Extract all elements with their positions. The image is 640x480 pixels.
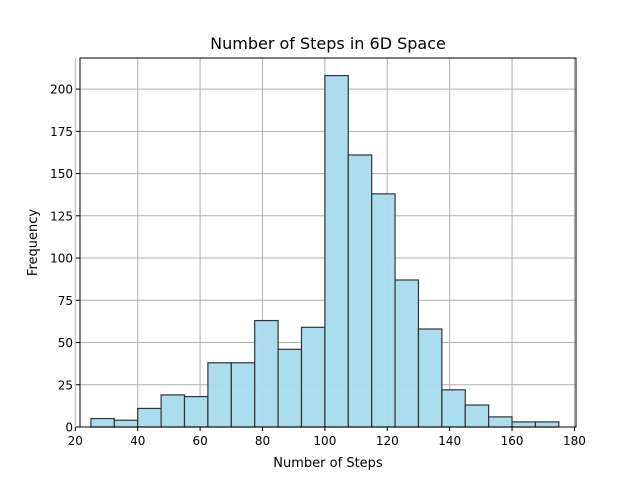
histogram-bar [464, 404, 490, 428]
histogram-bar [371, 193, 396, 428]
x-tick-label: 140 [438, 434, 461, 448]
x-tick-label: 180 [563, 434, 586, 448]
y-tick-label: 50 [58, 336, 73, 350]
histogram-bar [324, 74, 349, 428]
chart-title: Number of Steps in 6D Space [210, 34, 446, 53]
x-tick-label: 20 [68, 434, 83, 448]
y-tick-label: 0 [65, 421, 73, 435]
y-tick-label: 125 [50, 209, 73, 223]
x-tick-label: 80 [255, 434, 270, 448]
y-tick-label: 150 [50, 167, 73, 181]
histogram-bar [488, 416, 513, 428]
y-axis-ticks: 0 25 50 75 100 125 150 175 200 [50, 83, 80, 435]
x-tick-label: 60 [192, 434, 207, 448]
x-tick-label: 160 [501, 434, 524, 448]
y-axis-label: Frequency [26, 209, 41, 276]
x-tick-label: 40 [130, 434, 145, 448]
histogram-bar [90, 417, 115, 428]
y-tick-label: 75 [58, 294, 73, 308]
histogram-bar [511, 421, 537, 428]
plot-frame [79, 57, 577, 428]
histogram-bar [417, 328, 443, 428]
y-tick-label: 200 [50, 83, 73, 97]
histogram-bar [230, 362, 256, 428]
y-tick-label: 25 [58, 378, 73, 392]
y-tick-label: 175 [50, 125, 73, 139]
y-tick-label: 100 [50, 252, 73, 266]
histogram-bar [183, 395, 209, 428]
x-tick-label: 100 [313, 434, 336, 448]
histogram-bar [347, 154, 373, 428]
histogram-bar [534, 421, 560, 428]
x-tick-label: 120 [376, 434, 399, 448]
histogram-bar [113, 419, 139, 428]
histogram-bar [254, 319, 279, 428]
x-axis-ticks: 20 40 60 80 100 120 140 160 180 [68, 427, 586, 448]
x-axis-label: Number of Steps [273, 456, 383, 471]
histogram-bar [277, 348, 303, 428]
histogram-bar [441, 389, 466, 428]
histogram-bar [137, 407, 162, 428]
histogram-bar [300, 326, 326, 428]
histogram-bar [394, 279, 420, 428]
histogram-bar [160, 394, 186, 428]
histogram-bars [90, 74, 560, 428]
histogram-bar [207, 362, 232, 428]
